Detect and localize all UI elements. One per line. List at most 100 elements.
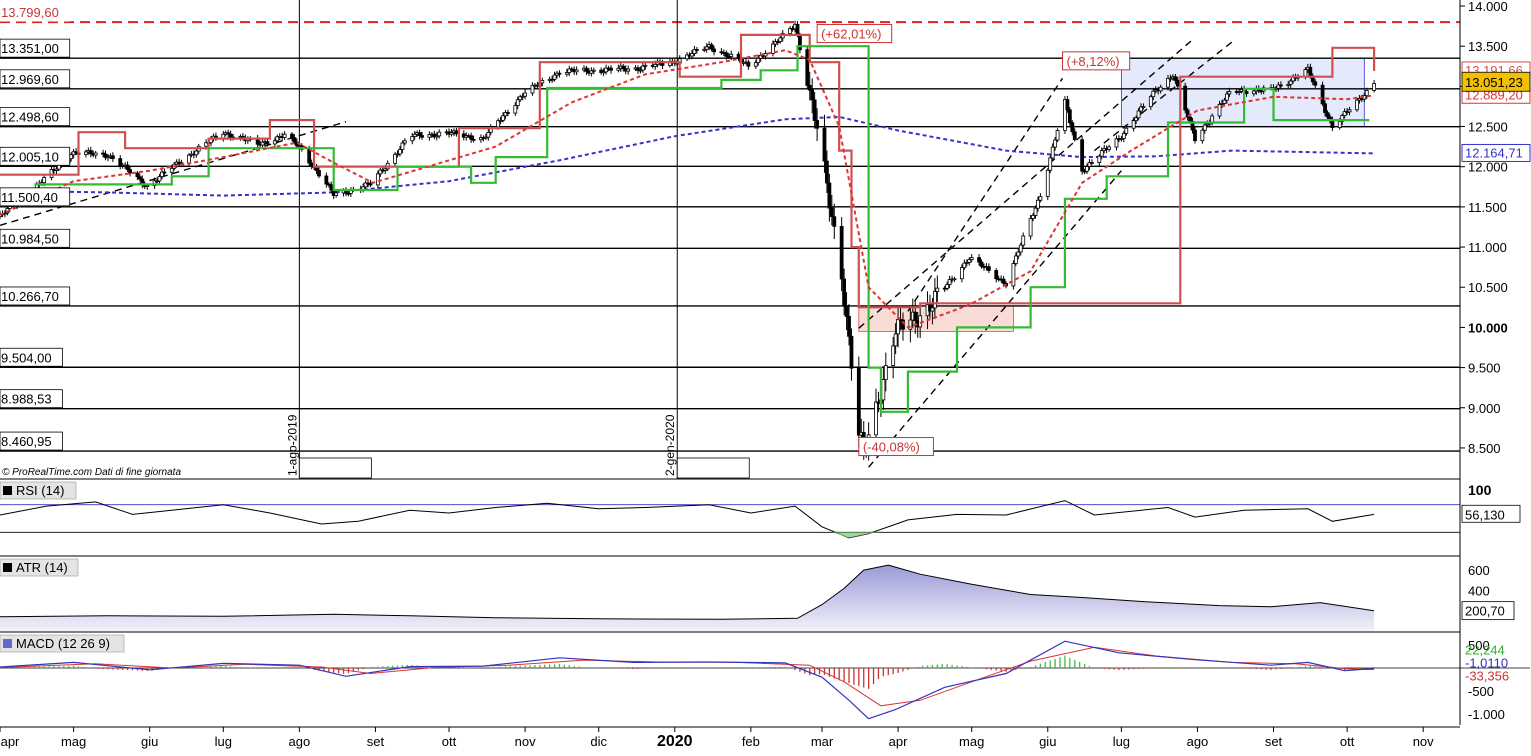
- candle-body: [1141, 106, 1146, 108]
- candle-body: [125, 164, 130, 170]
- x-tick-label: mar: [811, 734, 834, 749]
- panel-title: ATR (14): [16, 560, 68, 575]
- candle-body: [609, 67, 613, 71]
- candle-body: [564, 72, 569, 75]
- candle-body: [847, 316, 851, 337]
- candle-body: [194, 150, 199, 156]
- candle-body: [506, 112, 510, 114]
- candle-body: [822, 127, 827, 162]
- annotation-box: [858, 437, 934, 457]
- y-tick-label: 10.000: [1468, 320, 1508, 335]
- candle-body: [893, 333, 898, 347]
- candle-body: [1288, 80, 1293, 85]
- candle-body: [685, 54, 689, 60]
- candle-body: [1340, 115, 1345, 122]
- candle-body: [552, 74, 557, 80]
- candle-body: [432, 133, 437, 138]
- vertical-marker-box: [676, 457, 750, 479]
- candle-body: [290, 133, 294, 139]
- candle-body: [486, 132, 491, 138]
- candle-body: [795, 23, 800, 36]
- candle-body: [110, 155, 115, 160]
- candle-body: [1151, 90, 1156, 98]
- candle-body: [979, 261, 984, 267]
- x-tick-label: set: [367, 734, 385, 749]
- level-label-box: [0, 107, 71, 127]
- candle-body: [157, 176, 162, 182]
- annotation-label: (+8,12%): [1066, 54, 1119, 69]
- candle-body: [1286, 83, 1291, 86]
- y-tick-label: 600: [1468, 563, 1490, 578]
- candle-body: [729, 53, 734, 57]
- candle-body: [69, 154, 74, 160]
- candle-body: [1011, 263, 1016, 287]
- trendline: [907, 77, 1064, 312]
- atr-line: [0, 564, 1375, 620]
- level-label: 9.504,00: [1, 350, 52, 365]
- y-tick-label: 9.000: [1468, 401, 1501, 416]
- candle-body: [398, 149, 402, 155]
- candle-body: [1080, 139, 1085, 172]
- candle-body: [1016, 251, 1021, 257]
- level-label: 8.988,53: [1, 392, 52, 407]
- candle-body: [775, 41, 780, 43]
- candle-body: [825, 160, 829, 184]
- candle-body: [7, 206, 12, 209]
- candle-body: [412, 133, 417, 137]
- candle-body: [1313, 81, 1318, 86]
- candle-body: [1224, 93, 1229, 101]
- level-label-box: [0, 146, 71, 166]
- level-label-box: [0, 389, 63, 409]
- candle-body: [932, 290, 937, 309]
- y-tick-label: 14.000: [1468, 0, 1508, 14]
- candle-body: [1337, 120, 1342, 129]
- level-label-box: [0, 228, 71, 248]
- candle-body: [518, 96, 523, 101]
- y-tick-label: 13.500: [1468, 39, 1508, 54]
- y-tick-label: 11.000: [1468, 240, 1507, 255]
- candle-body: [383, 168, 388, 171]
- level-label-box: [0, 187, 71, 207]
- candle-body: [83, 151, 88, 155]
- candle-body: [896, 318, 900, 335]
- candle-body: [1099, 150, 1104, 157]
- candle-body: [162, 171, 167, 174]
- candle-body: [145, 185, 150, 187]
- candle-body: [945, 284, 950, 289]
- x-tick-label: ott: [1340, 734, 1355, 749]
- rsi-line: [0, 500, 1375, 539]
- ma-long-line: [0, 115, 1375, 197]
- candle-body: [393, 153, 397, 164]
- panel-color-swatch: [3, 486, 12, 495]
- candle-body: [1114, 138, 1119, 148]
- candle-body: [1131, 120, 1136, 129]
- annotation-box: [816, 24, 893, 44]
- candle-body: [1121, 132, 1126, 139]
- right-value-label: 12.164,71: [1465, 145, 1523, 160]
- candle-body: [640, 65, 645, 71]
- candle-body: [952, 278, 957, 281]
- candle-body: [1372, 83, 1377, 91]
- vertical-marker-box: [298, 457, 372, 479]
- candle-body: [272, 140, 277, 145]
- candle-body: [827, 182, 832, 209]
- level-label: 13.351,00: [1, 41, 59, 56]
- candle-body: [962, 262, 967, 269]
- candle-body: [265, 141, 270, 145]
- candle-body: [947, 279, 952, 285]
- candle-body: [692, 48, 697, 54]
- x-tick-label: ago: [289, 734, 311, 749]
- candle-body: [520, 95, 525, 98]
- candle-body: [1136, 110, 1141, 119]
- candle-body: [1183, 85, 1188, 111]
- candle-body: [653, 63, 658, 67]
- candle-body: [449, 132, 454, 135]
- level-label-box: [0, 431, 63, 451]
- current-value-label: 56,130: [1465, 507, 1505, 522]
- panel-title-box: [0, 558, 79, 577]
- candle-body: [591, 69, 596, 72]
- candle-body: [930, 307, 935, 312]
- vertical-marker-label: 2-gen-2020: [663, 414, 677, 476]
